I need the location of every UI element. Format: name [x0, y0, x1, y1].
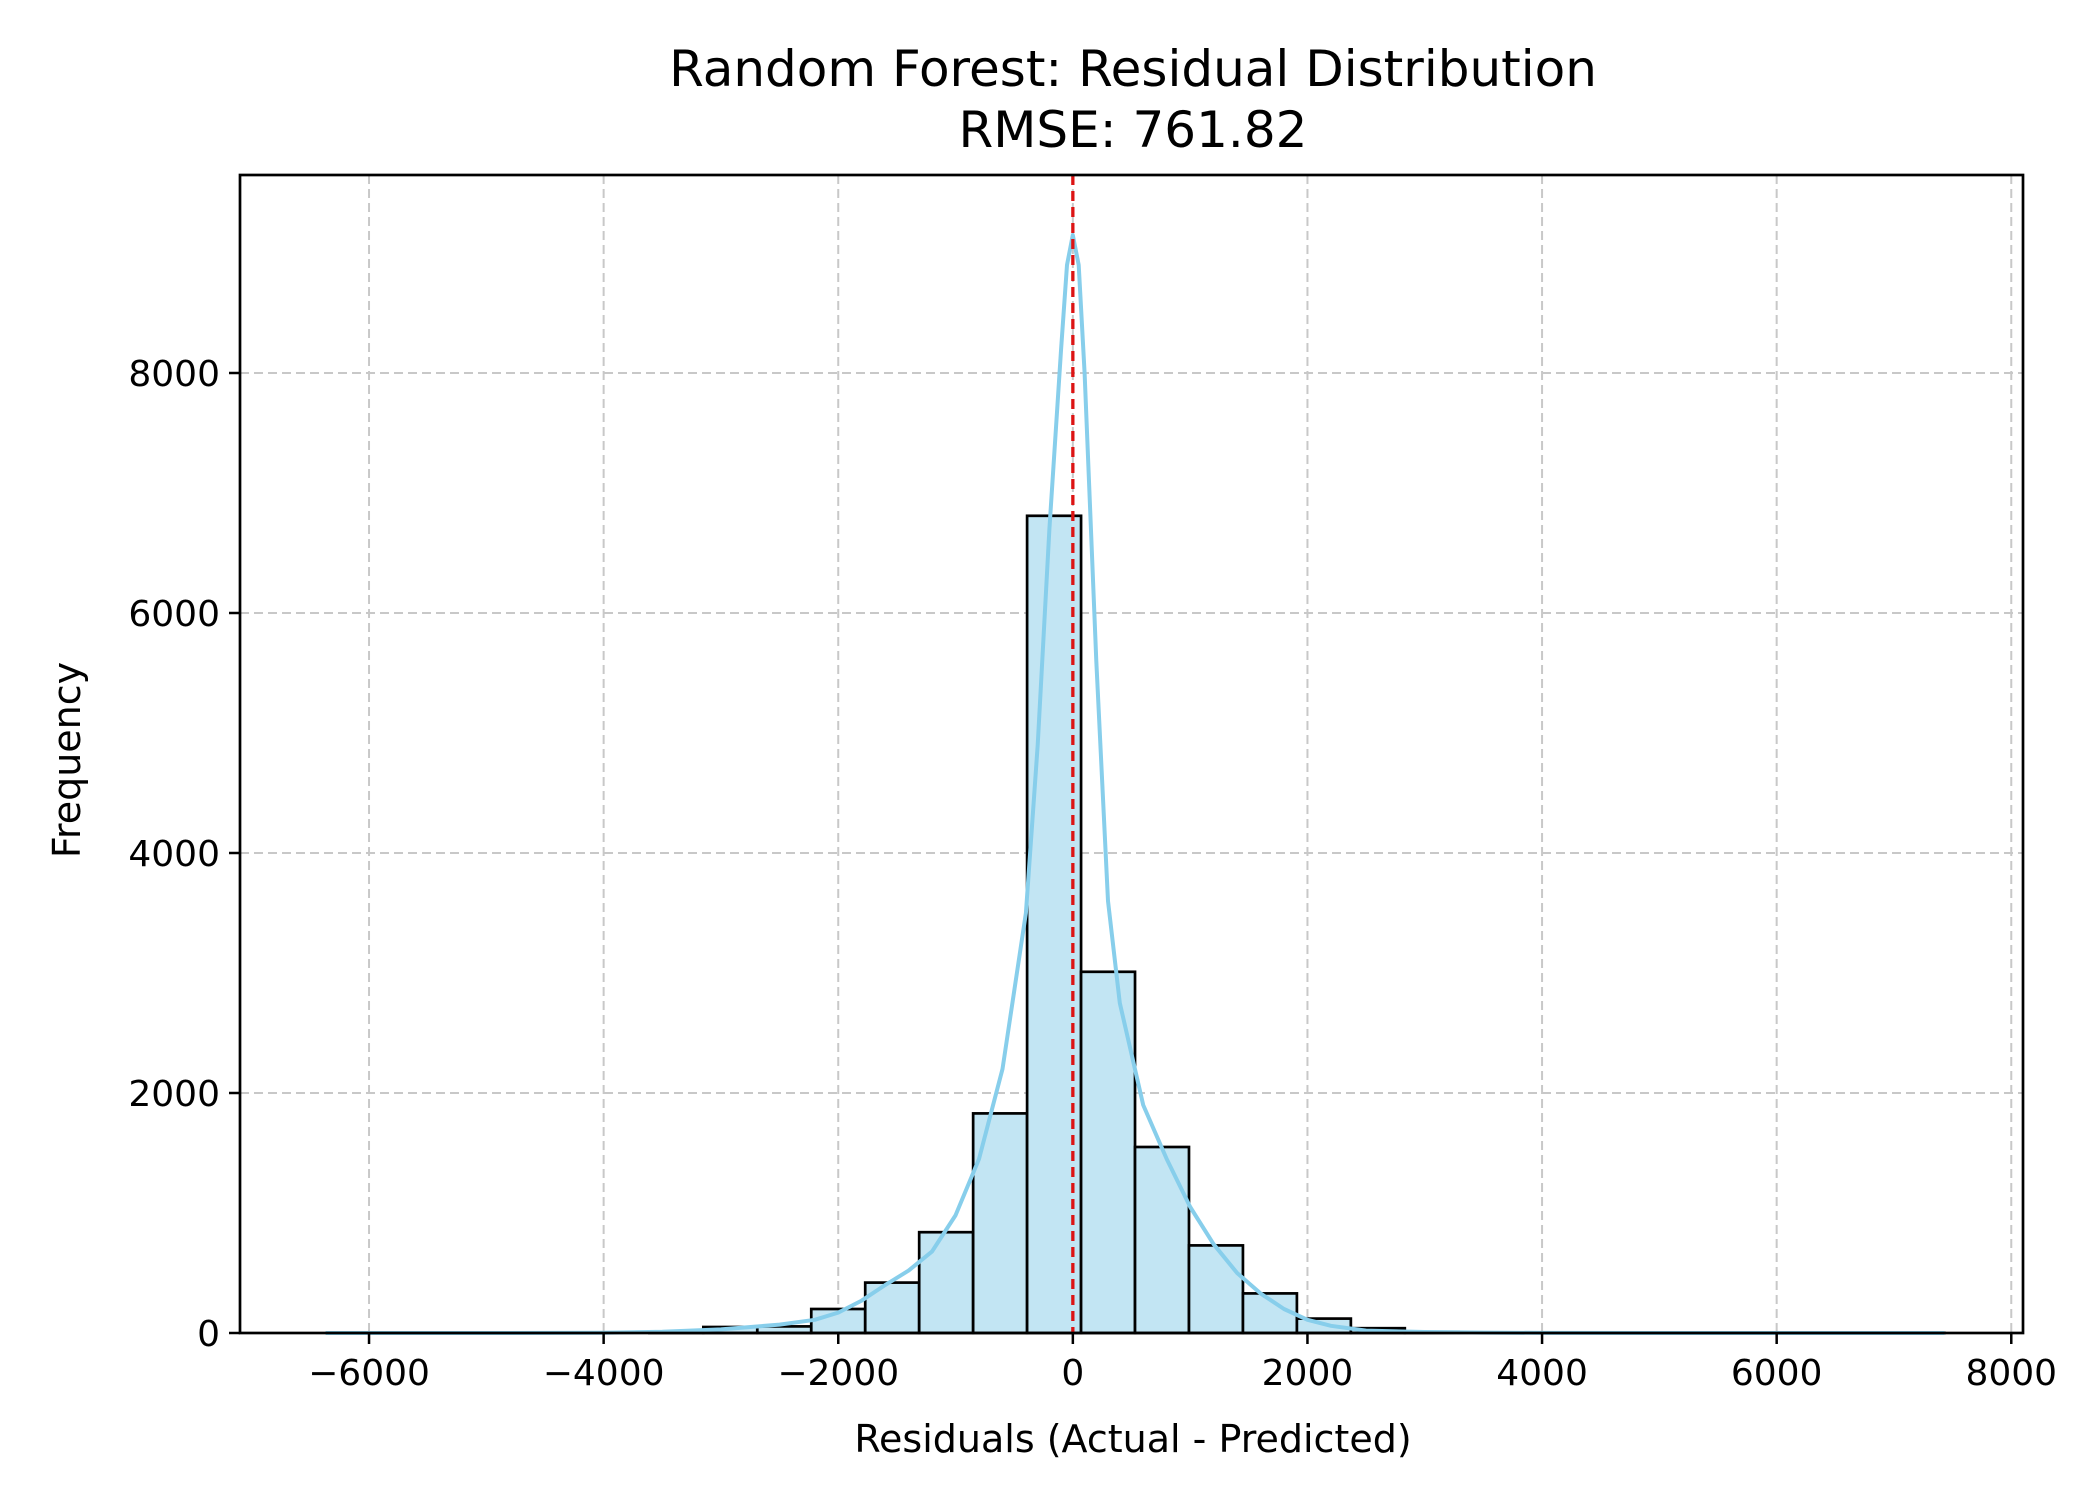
- y-axis-label: Frequency: [45, 662, 89, 858]
- kde-curve: [325, 233, 1945, 1335]
- y-tick-label: 8000: [128, 354, 220, 395]
- x-tick-label: 0: [1061, 1353, 1084, 1394]
- plot-frame: [238, 173, 2025, 1335]
- histogram-bar: [1025, 514, 1083, 1335]
- y-tick-label: 6000: [128, 594, 220, 635]
- x-tick-label: −2000: [777, 1353, 899, 1394]
- bars-layer: [648, 514, 1946, 1335]
- histogram-bar: [917, 1230, 975, 1335]
- x-axis-label: Residuals (Actual - Predicted): [854, 1417, 1411, 1461]
- chart-title: Random Forest: Residual Distribution: [669, 40, 1597, 98]
- chart-subtitle: RMSE: 761.82: [959, 101, 1308, 159]
- histogram-bar: [1187, 1244, 1245, 1335]
- y-tick-label: 4000: [128, 834, 220, 875]
- histogram-bar: [863, 1281, 921, 1335]
- x-tick-label: 4000: [1496, 1353, 1588, 1394]
- x-tick-label: 6000: [1731, 1353, 1823, 1394]
- y-tick-label: 2000: [128, 1074, 220, 1115]
- x-tick-label: 2000: [1262, 1353, 1354, 1394]
- x-tick-label: −6000: [308, 1353, 430, 1394]
- x-tick-label: 8000: [1965, 1353, 2057, 1394]
- ticks-layer: −6000 −4000 −2000 0 2000 4000 6000 8000 0 2000 400…: [128, 354, 2057, 1394]
- y-tick-label: 0: [197, 1314, 220, 1355]
- x-tick-label: −4000: [543, 1353, 665, 1394]
- histogram-bar: [1133, 1145, 1191, 1335]
